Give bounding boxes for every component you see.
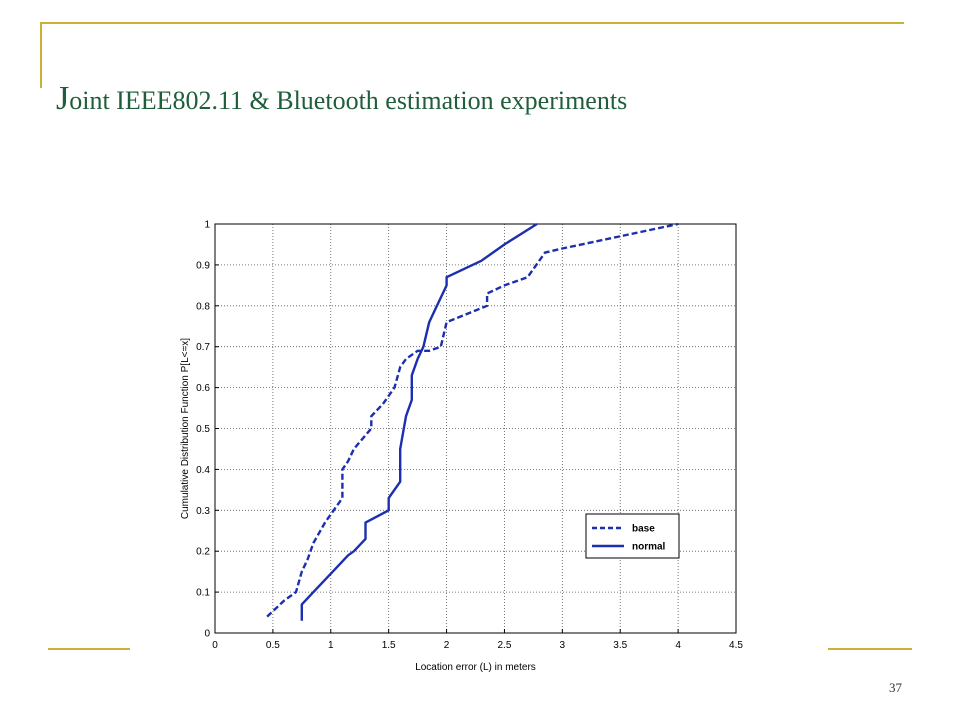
y-tick-label: 0.1 [196, 588, 210, 599]
x-tick-label: 2 [444, 640, 450, 651]
x-tick-label: 1 [328, 640, 334, 651]
tick-labels: 0 0.5 1 1.5 2 2.5 3 3.5 4 4.5 0 0.1 0.2 0.3 0.4 0.5 0.6 0… [196, 220, 743, 652]
series-lines [266, 222, 679, 621]
x-tick-label: 3 [560, 640, 566, 651]
y-tick-label: 0.8 [196, 301, 210, 312]
x-tick-label: 3.5 [613, 640, 627, 651]
x-tick-label: 0 [212, 640, 218, 651]
series-line-normal [300, 222, 538, 621]
y-tick-label: 0.7 [196, 342, 210, 353]
y-tick-label: 0.2 [196, 547, 210, 558]
x-axis-label: Location error (L) in meters [415, 662, 536, 673]
series-line-base [266, 222, 679, 618]
x-tick-label: 1.5 [382, 640, 396, 651]
title-text: oint IEEE802.11 & Bluetooth estimation e… [69, 86, 628, 115]
bottom-rule-left [48, 648, 130, 650]
top-rule [40, 22, 904, 24]
title-initial: J [56, 80, 70, 117]
y-tick-label: 0.5 [196, 424, 210, 435]
legend-box [585, 513, 680, 559]
x-tick-label: 4 [675, 640, 681, 651]
y-tick-label: 0.9 [196, 260, 210, 271]
y-tick-label: 0.3 [196, 506, 210, 517]
x-tick-label: 4.5 [729, 640, 743, 651]
bottom-rule-right [828, 648, 912, 650]
x-tick-label: 2.5 [497, 640, 511, 651]
slide-title: Joint IEEE802.11 & Bluetooth estimation … [56, 80, 627, 118]
y-tick-label: 1 [204, 220, 210, 231]
left-rule [40, 22, 42, 88]
y-tick-label: 0 [204, 629, 210, 640]
y-tick-label: 0.4 [196, 465, 210, 476]
grid-lines [215, 224, 736, 633]
legend: base normal [585, 513, 680, 559]
legend-label-normal: normal [632, 542, 666, 553]
x-tick-label: 0.5 [266, 640, 280, 651]
y-axis-label: Cumulative Distribution Function P[L<=x] [180, 338, 191, 519]
y-tick-label: 0.6 [196, 383, 210, 394]
legend-label-base: base [632, 524, 655, 535]
page-number: 37 [889, 680, 902, 695]
